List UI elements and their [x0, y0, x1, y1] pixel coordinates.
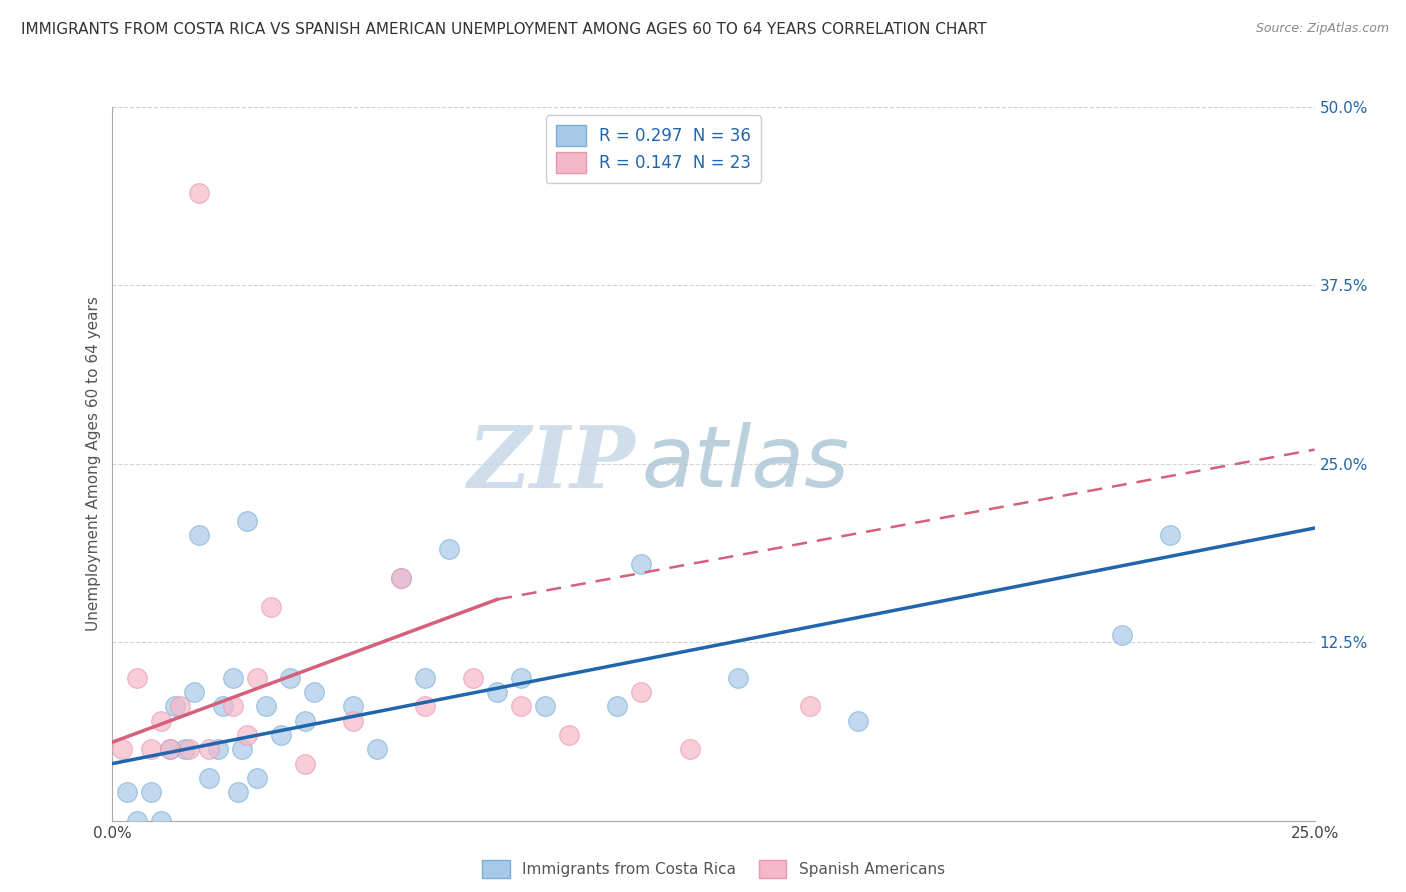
Point — [260, 599, 283, 614]
Point — [246, 671, 269, 685]
Text: atlas: atlas — [641, 422, 849, 506]
Point — [366, 742, 388, 756]
Point — [389, 571, 412, 585]
Point — [188, 186, 211, 200]
Point — [727, 671, 749, 685]
Y-axis label: Unemployment Among Ages 60 to 64 years: Unemployment Among Ages 60 to 64 years — [86, 296, 101, 632]
Point — [294, 714, 316, 728]
Point — [558, 728, 581, 742]
Text: Source: ZipAtlas.com: Source: ZipAtlas.com — [1256, 22, 1389, 36]
Point — [212, 699, 235, 714]
Point — [413, 699, 436, 714]
Point — [197, 742, 219, 756]
Point — [461, 671, 484, 685]
Point — [606, 699, 628, 714]
Point — [846, 714, 869, 728]
Text: IMMIGRANTS FROM COSTA RICA VS SPANISH AMERICAN UNEMPLOYMENT AMONG AGES 60 TO 64 : IMMIGRANTS FROM COSTA RICA VS SPANISH AM… — [21, 22, 987, 37]
Point — [207, 742, 229, 756]
Point — [111, 742, 134, 756]
Point — [139, 785, 162, 799]
Legend: Immigrants from Costa Rica, Spanish Americans: Immigrants from Costa Rica, Spanish Amer… — [477, 854, 950, 884]
Point — [304, 685, 326, 699]
Point — [1159, 528, 1181, 542]
Point — [169, 699, 191, 714]
Text: ZIP: ZIP — [468, 422, 636, 506]
Point — [139, 742, 162, 756]
Point — [437, 542, 460, 557]
Point — [173, 742, 195, 756]
Point — [486, 685, 509, 699]
Point — [799, 699, 821, 714]
Point — [270, 728, 292, 742]
Point — [222, 699, 245, 714]
Point — [389, 571, 412, 585]
Point — [226, 785, 249, 799]
Point — [678, 742, 700, 756]
Point — [236, 514, 259, 528]
Point — [510, 671, 533, 685]
Point — [188, 528, 211, 542]
Point — [163, 699, 186, 714]
Point — [342, 699, 364, 714]
Point — [510, 699, 533, 714]
Point — [179, 742, 201, 756]
Point — [294, 756, 316, 771]
Point — [183, 685, 205, 699]
Point — [149, 814, 172, 828]
Point — [246, 771, 269, 785]
Point — [159, 742, 181, 756]
Point — [630, 557, 652, 571]
Point — [197, 771, 219, 785]
Point — [630, 685, 652, 699]
Point — [125, 814, 148, 828]
Point — [222, 671, 245, 685]
Point — [413, 671, 436, 685]
Point — [1111, 628, 1133, 642]
Point — [125, 671, 148, 685]
Point — [159, 742, 181, 756]
Point — [254, 699, 277, 714]
Point — [231, 742, 253, 756]
Point — [236, 728, 259, 742]
Point — [149, 714, 172, 728]
Point — [280, 671, 302, 685]
Point — [342, 714, 364, 728]
Point — [115, 785, 138, 799]
Point — [534, 699, 557, 714]
